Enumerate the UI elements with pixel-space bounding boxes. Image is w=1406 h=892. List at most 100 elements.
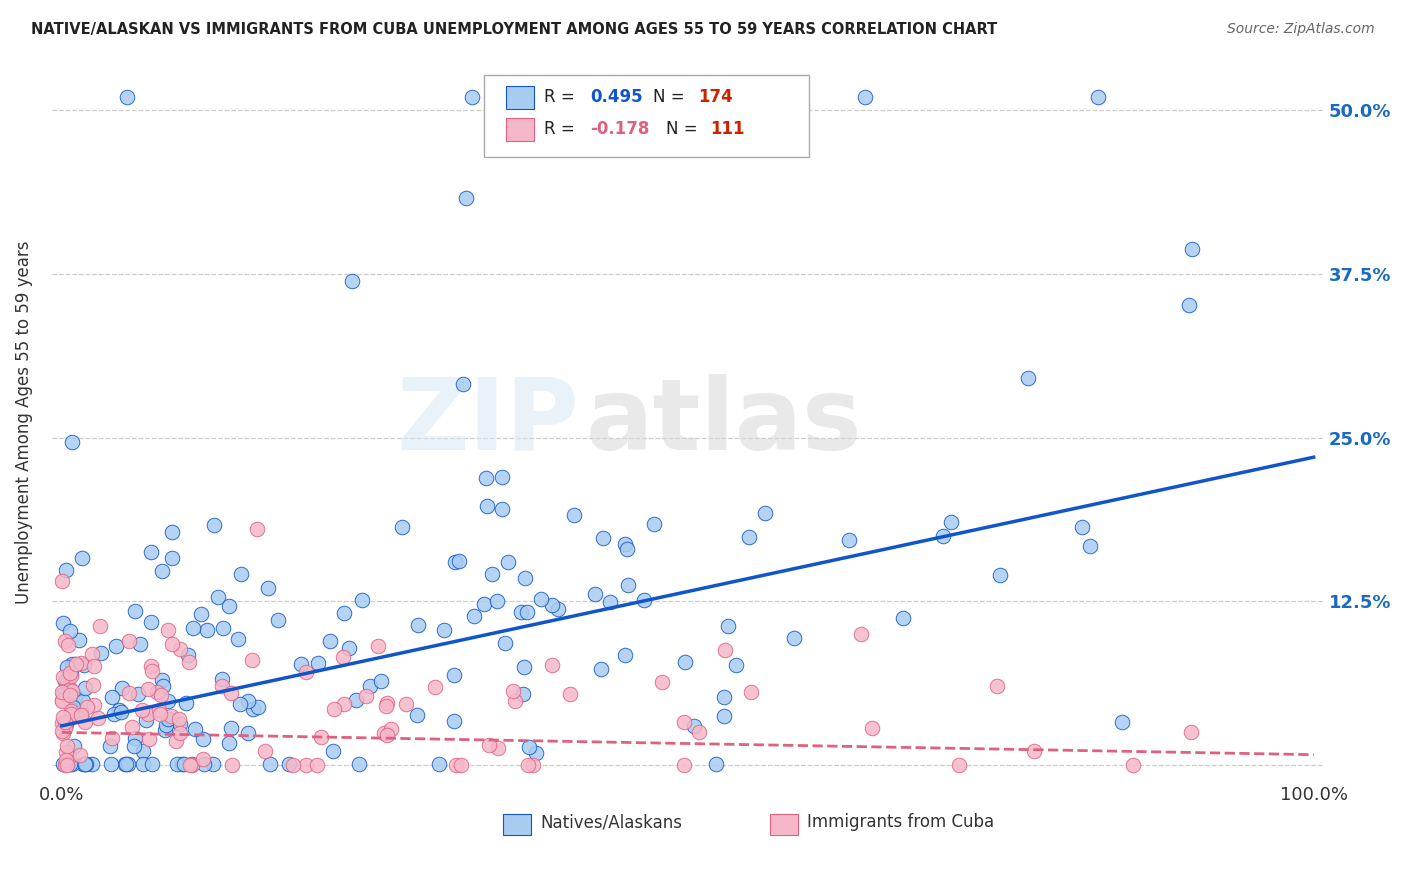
Point [80,647,103,661]
Point [70,707,93,722]
Point [139,658,162,673]
FancyBboxPatch shape [506,87,534,109]
Point [754,506,776,520]
Point [63,657,86,672]
Point [136,707,159,722]
Point [488,740,510,755]
Text: 111: 111 [710,120,745,137]
Point [322,744,344,758]
Point [160,524,183,539]
Point [305,758,328,772]
Point [160,709,183,723]
Point [149,706,172,721]
Point [433,623,456,637]
Point [377,728,399,742]
Point [51,685,73,699]
Point [53,674,76,689]
Point [101,690,124,704]
Point [988,568,1011,582]
Point [380,722,402,736]
Point [443,668,465,682]
Point [124,739,146,753]
Text: R =: R = [544,120,579,137]
Point [150,564,173,578]
Point [579,90,602,104]
Point [406,618,429,632]
Point [616,541,638,556]
Point [63,689,86,703]
Point [52,756,75,771]
Point [55,758,77,772]
Point [55,563,77,577]
Point [673,655,696,669]
Point [332,606,354,620]
Point [73,657,96,672]
Point [135,713,157,727]
Point [477,738,499,752]
Point [115,756,138,771]
Point [58,750,80,764]
Text: NATIVE/ALASKAN VS IMMIGRANTS FROM CUBA UNEMPLOYMENT AMONG AGES 55 TO 59 YEARS CO: NATIVE/ALASKAN VS IMMIGRANTS FROM CUBA U… [31,22,997,37]
Text: N =: N = [666,120,703,137]
Point [148,703,170,717]
Point [838,533,860,548]
Point [138,732,160,747]
Point [136,681,159,696]
Point [52,616,75,631]
Point [1122,758,1144,772]
Point [72,694,94,708]
Point [477,499,499,513]
Point [391,520,413,534]
Point [481,566,503,581]
Point [613,537,636,551]
Point [72,756,94,771]
Point [516,605,538,619]
Point [1087,90,1109,104]
Point [162,551,184,566]
Point [1022,744,1045,758]
Point [259,756,281,771]
Point [541,598,564,612]
Point [89,619,111,633]
Point [53,758,76,772]
Point [704,756,727,771]
Point [450,758,472,772]
Point [444,555,467,569]
Point [1178,298,1201,312]
Point [238,726,260,740]
Point [547,602,569,616]
Point [124,731,146,745]
Point [195,623,218,637]
Point [986,679,1008,693]
Point [52,725,75,739]
Point [643,516,665,531]
Point [517,739,540,754]
Point [184,722,207,736]
Point [461,90,484,104]
Point [58,638,80,652]
FancyBboxPatch shape [484,75,808,157]
Point [503,694,526,708]
Point [51,693,73,707]
Point [592,531,614,545]
FancyBboxPatch shape [770,814,799,835]
Point [70,702,93,716]
Point [121,720,143,734]
Point [169,725,191,739]
Point [59,667,82,681]
Point [75,756,97,771]
Point [475,471,498,485]
Point [59,668,82,682]
Point [278,756,301,771]
Point [253,744,276,758]
Point [633,592,655,607]
Text: Immigrants from Cuba: Immigrants from Cuba [807,814,994,831]
Point [169,717,191,731]
Point [153,723,176,738]
Point [127,687,149,701]
Point [451,376,474,391]
Point [131,703,153,717]
Point [932,529,955,543]
Point [246,522,269,536]
Point [156,624,179,638]
